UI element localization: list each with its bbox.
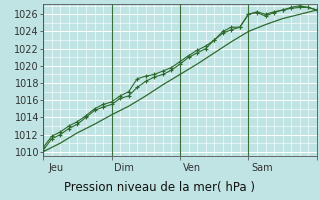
Text: Ven: Ven bbox=[183, 163, 201, 173]
Text: Jeu: Jeu bbox=[49, 163, 64, 173]
Text: Pression niveau de la mer( hPa ): Pression niveau de la mer( hPa ) bbox=[65, 181, 255, 194]
Text: Dim: Dim bbox=[115, 163, 134, 173]
Text: Sam: Sam bbox=[251, 163, 273, 173]
